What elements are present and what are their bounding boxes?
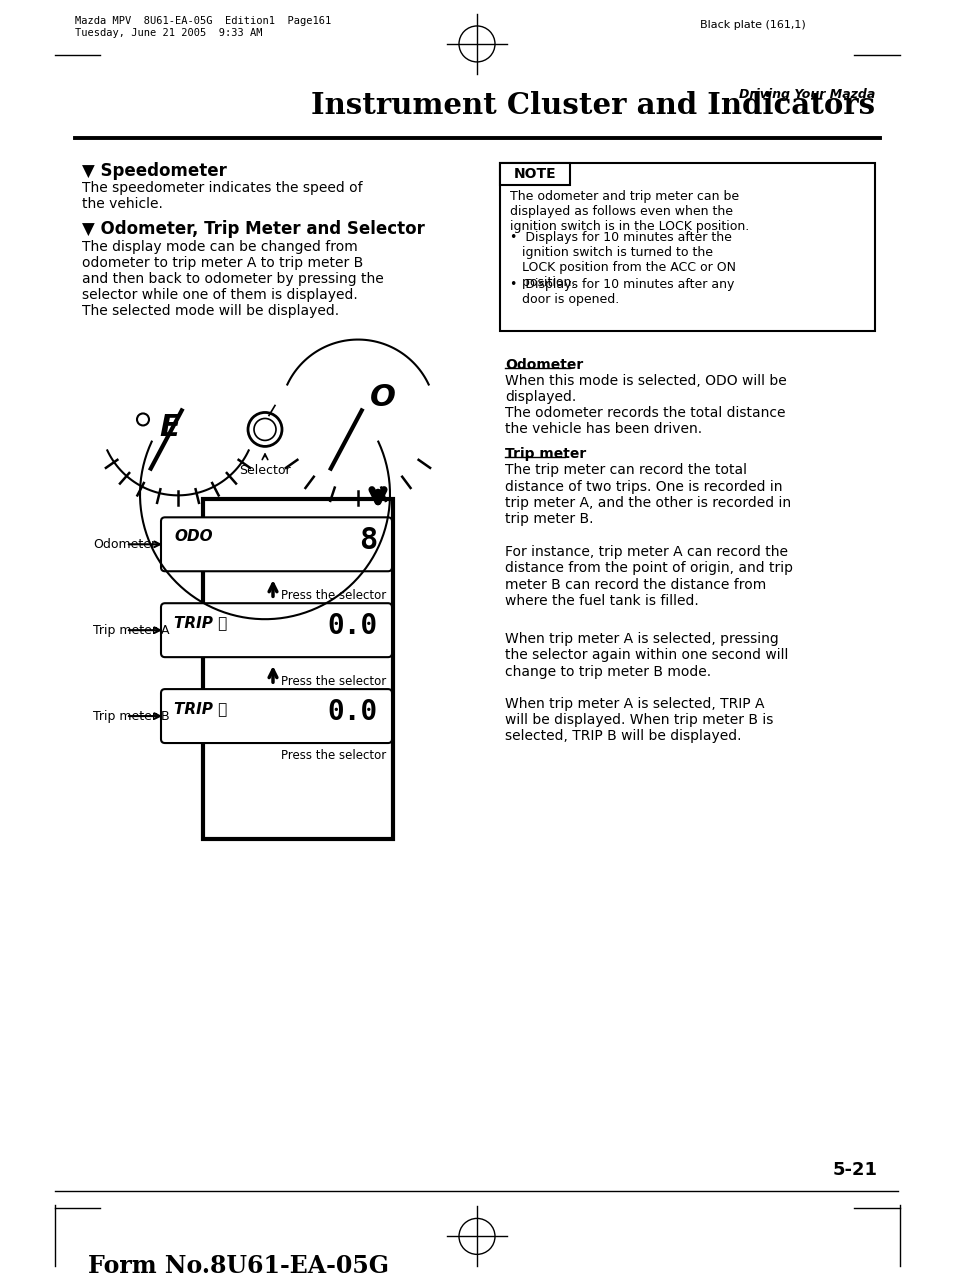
Text: The display mode can be changed from
odometer to trip meter A to trip meter B
an: The display mode can be changed from odo… bbox=[82, 240, 383, 319]
Text: ODO: ODO bbox=[173, 529, 213, 545]
Text: Press the selector: Press the selector bbox=[281, 749, 386, 762]
FancyBboxPatch shape bbox=[499, 163, 874, 330]
Text: The speedometer indicates the speed of
the vehicle.: The speedometer indicates the speed of t… bbox=[82, 181, 362, 211]
Text: Press the selector: Press the selector bbox=[281, 675, 386, 689]
FancyBboxPatch shape bbox=[499, 163, 569, 185]
Text: TRIP Ⓐ: TRIP Ⓐ bbox=[173, 616, 227, 630]
Text: Form No.8U61-EA-05G: Form No.8U61-EA-05G bbox=[88, 1254, 389, 1279]
Text: 0.0: 0.0 bbox=[328, 698, 377, 726]
Text: Trip meter B: Trip meter B bbox=[92, 709, 170, 722]
Text: Tuesday, June 21 2005  9:33 AM: Tuesday, June 21 2005 9:33 AM bbox=[75, 28, 262, 39]
Text: The trip meter can record the total
distance of two trips. One is recorded in
tr: The trip meter can record the total dist… bbox=[504, 464, 790, 526]
Text: ▼ Speedometer: ▼ Speedometer bbox=[82, 162, 227, 180]
Text: E: E bbox=[159, 412, 180, 442]
Text: Press the selector: Press the selector bbox=[281, 590, 386, 603]
Text: When this mode is selected, ODO will be
displayed.
The odometer records the tota: When this mode is selected, ODO will be … bbox=[504, 374, 786, 436]
Text: NOTE: NOTE bbox=[513, 167, 556, 181]
Text: Odometer: Odometer bbox=[92, 538, 156, 551]
Text: Mazda MPV  8U61-EA-05G  Edition1  Page161: Mazda MPV 8U61-EA-05G Edition1 Page161 bbox=[75, 15, 331, 26]
Text: 8: 8 bbox=[359, 527, 377, 555]
FancyBboxPatch shape bbox=[161, 603, 392, 657]
Text: Trip meter A: Trip meter A bbox=[92, 623, 170, 636]
Text: For instance, trip meter A can record the
distance from the point of origin, and: For instance, trip meter A can record th… bbox=[504, 545, 792, 608]
Text: 5-21: 5-21 bbox=[832, 1162, 877, 1180]
Text: Instrument Cluster and Indicators: Instrument Cluster and Indicators bbox=[311, 91, 874, 120]
Text: O: O bbox=[370, 383, 395, 412]
Text: Selector: Selector bbox=[239, 464, 291, 478]
Text: The odometer and trip meter can be
displayed as follows even when the
ignition s: The odometer and trip meter can be displ… bbox=[510, 190, 748, 233]
Text: 0.0: 0.0 bbox=[328, 612, 377, 640]
Text: ▼ Odometer, Trip Meter and Selector: ▼ Odometer, Trip Meter and Selector bbox=[82, 220, 424, 238]
FancyBboxPatch shape bbox=[161, 689, 392, 743]
Text: Black plate (161,1): Black plate (161,1) bbox=[700, 21, 805, 30]
Text: TRIP Ⓑ: TRIP Ⓑ bbox=[173, 702, 227, 716]
Text: Trip meter: Trip meter bbox=[504, 447, 586, 461]
Text: When trip meter A is selected, pressing
the selector again within one second wil: When trip meter A is selected, pressing … bbox=[504, 632, 787, 678]
Text: Odometer: Odometer bbox=[504, 357, 582, 371]
Text: •  Displays for 10 minutes after any
   door is opened.: • Displays for 10 minutes after any door… bbox=[510, 278, 734, 306]
FancyBboxPatch shape bbox=[161, 518, 392, 572]
Text: Driving Your Mazda: Driving Your Mazda bbox=[738, 87, 874, 102]
Text: When trip meter A is selected, TRIP A
will be displayed. When trip meter B is
se: When trip meter A is selected, TRIP A wi… bbox=[504, 696, 773, 744]
Text: •  Displays for 10 minutes after the
   ignition switch is turned to the
   LOCK: • Displays for 10 minutes after the igni… bbox=[510, 231, 735, 289]
